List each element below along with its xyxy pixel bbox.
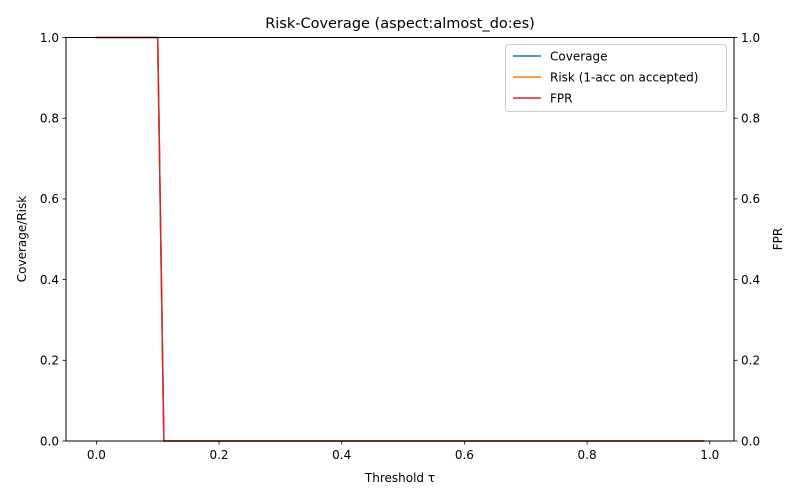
x-tick-label: 0.8 xyxy=(578,448,597,462)
y-axis-right-label: FPR xyxy=(771,228,785,250)
x-axis-label: Threshold τ xyxy=(364,471,435,485)
legend: Coverage Risk (1-acc on accepted) FPR xyxy=(505,44,727,112)
y-left-tick-label: 0.8 xyxy=(40,112,59,126)
y-right-tick-label: 0.8 xyxy=(741,112,760,126)
y-right-tick-label: 0.0 xyxy=(741,434,760,448)
y-right-tick-label: 0.4 xyxy=(741,273,760,287)
x-axis-ticks: 0.0 0.2 0.4 0.6 0.8 1.0 xyxy=(87,441,719,462)
y-left-tick-label: 0.4 xyxy=(40,273,59,287)
x-tick-label: 0.4 xyxy=(332,448,351,462)
x-tick-label: 0.6 xyxy=(455,448,474,462)
y-right-tick-label: 0.2 xyxy=(741,354,760,368)
legend-label: Risk (1-acc on accepted) xyxy=(550,70,698,84)
legend-label: Coverage xyxy=(550,49,608,63)
x-tick-label: 1.0 xyxy=(700,448,719,462)
legend-box xyxy=(505,44,727,112)
y-left-tick-label: 0.0 xyxy=(40,434,59,448)
y-left-tick-label: 0.6 xyxy=(40,192,59,206)
y-right-tick-label: 1.0 xyxy=(741,31,760,45)
legend-label: FPR xyxy=(550,91,572,105)
y-axis-right-ticks: 0.0 0.2 0.4 0.6 0.8 1.0 xyxy=(734,31,760,448)
y-right-tick-label: 0.6 xyxy=(741,192,760,206)
x-tick-label: 0.0 xyxy=(87,448,106,462)
chart-title: Risk-Coverage (aspect:almost_do:es) xyxy=(265,16,535,32)
y-axis-left-ticks: 0.0 0.2 0.4 0.6 0.8 1.0 xyxy=(40,31,66,448)
y-axis-left-label: Coverage/Risk xyxy=(15,196,29,282)
plot-frame xyxy=(65,37,735,442)
y-left-tick-label: 0.2 xyxy=(40,354,59,368)
x-tick-label: 0.2 xyxy=(209,448,228,462)
y-left-tick-label: 1.0 xyxy=(40,31,59,45)
